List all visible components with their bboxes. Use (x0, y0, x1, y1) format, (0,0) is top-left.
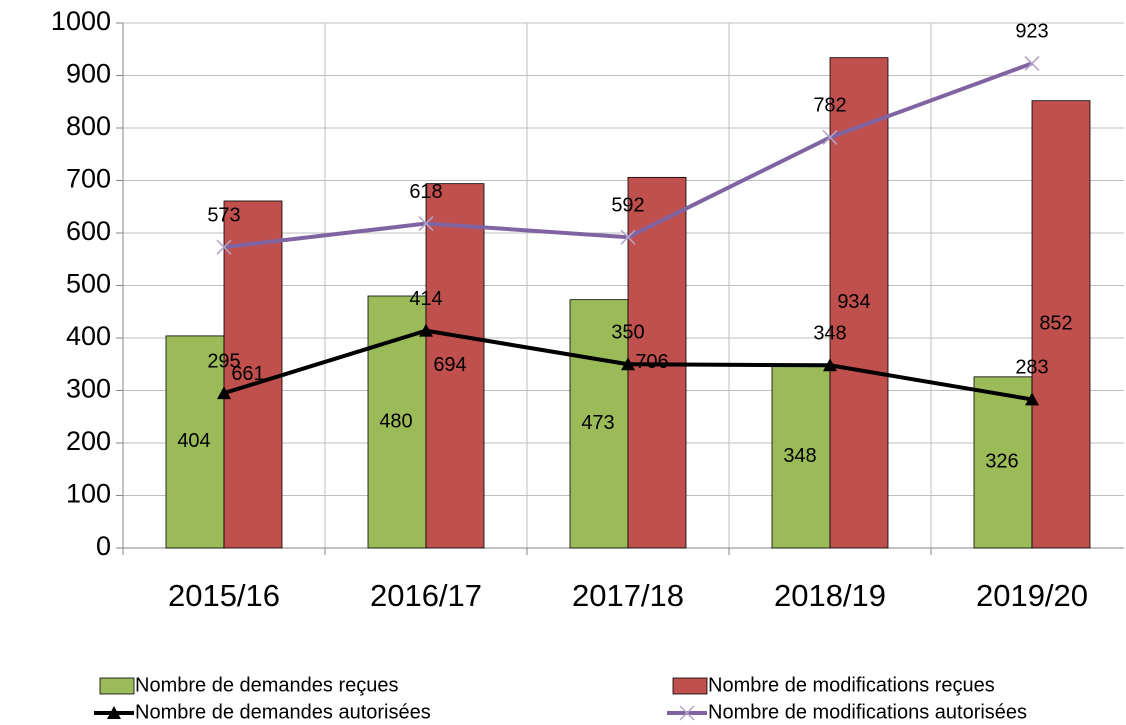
y-tick-label: 900 (66, 59, 111, 89)
data-label: 326 (985, 451, 1018, 473)
line-marker (418, 216, 434, 232)
data-label: 414 (409, 288, 442, 310)
legend-label: Nombre de demandes autorisées (135, 701, 431, 723)
legend-label: Nombre de modifications reçues (708, 674, 995, 696)
data-label: 923 (1015, 21, 1048, 43)
data-label: 573 (207, 204, 240, 226)
y-tick-label: 300 (66, 374, 111, 404)
line-marker (216, 239, 232, 255)
legend-label: Nombre de modifications autorisées (708, 701, 1027, 723)
line-marker (107, 706, 121, 719)
line-marker (620, 229, 636, 245)
y-tick-label: 800 (66, 111, 111, 141)
data-label: 480 (379, 410, 412, 432)
y-tick-label: 100 (66, 479, 111, 509)
bar (973, 376, 1033, 549)
bar (223, 200, 283, 549)
data-label: 618 (409, 181, 442, 203)
y-tick-label: 1000 (51, 6, 111, 36)
legend-entry: Nombre de modifications reçues (672, 674, 995, 696)
x-tick-label: 2017/18 (572, 578, 684, 613)
data-label: 706 (635, 351, 668, 373)
data-label: 592 (611, 194, 644, 216)
y-tick-label: 200 (66, 426, 111, 456)
data-label: 283 (1015, 357, 1048, 379)
data-label: 694 (433, 354, 466, 376)
legend-swatch (672, 677, 708, 695)
data-label: 934 (837, 291, 870, 313)
data-label: 404 (177, 430, 210, 452)
bar (771, 364, 831, 549)
legend-entry: Nombre de demandes autorisées (94, 701, 431, 723)
data-label: 661 (231, 363, 264, 385)
line-marker (419, 323, 433, 337)
bar (569, 299, 629, 549)
legend-entry: Nombre de modifications autorisées (667, 701, 1027, 723)
legend-entry: Nombre de demandes reçues (99, 674, 398, 696)
line-marker (621, 357, 635, 371)
y-tick-label: 400 (66, 321, 111, 351)
x-tick-label: 2016/17 (370, 578, 482, 613)
x-tick-label: 2019/20 (976, 578, 1088, 613)
legend-label: Nombre de demandes reçues (135, 674, 398, 696)
data-label: 348 (813, 323, 846, 345)
bar (1031, 100, 1091, 549)
line-marker (822, 129, 838, 145)
y-tick-label: 0 (96, 531, 111, 561)
line-marker (1025, 392, 1039, 406)
data-label: 473 (581, 412, 614, 434)
y-tick-label: 500 (66, 269, 111, 299)
x-tick-label: 2015/16 (168, 578, 280, 613)
line-marker (823, 358, 837, 372)
x-tick-label: 2018/19 (774, 578, 886, 613)
data-label: 295 (207, 350, 240, 372)
data-label: 782 (813, 95, 846, 117)
line-marker (679, 705, 695, 721)
bar (425, 183, 485, 549)
bar (829, 57, 889, 549)
bar (165, 335, 225, 549)
data-label: 852 (1039, 313, 1072, 335)
legend-swatch (99, 677, 135, 695)
line-marker (1024, 55, 1040, 71)
y-tick-label: 600 (66, 216, 111, 246)
data-label: 348 (783, 445, 816, 467)
line-marker (217, 386, 231, 400)
y-tick-label: 700 (66, 164, 111, 194)
data-label: 350 (611, 322, 644, 344)
